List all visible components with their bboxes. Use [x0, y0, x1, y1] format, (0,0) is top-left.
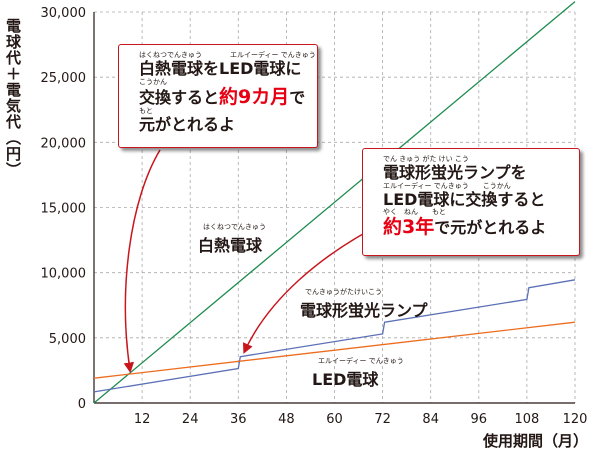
x-tick-label: 108: [514, 412, 539, 427]
callout-ruby: こうかん: [139, 77, 167, 86]
x-tick-label: 36: [230, 412, 247, 427]
tick-labels: 0 5,000 10,000 15,000 20,000 25,000 30,000 12 24…: [41, 6, 588, 427]
x-tick-label: 24: [182, 412, 199, 427]
series-label-ruby-cfl: でんきゅうがたけいこう: [305, 288, 382, 296]
y-tick-label: 20,000: [41, 136, 87, 151]
axes: [93, 12, 575, 404]
callout-arrows: [123, 149, 386, 373]
y-tick-label: 0: [78, 397, 86, 412]
callout-ruby: やく ねん もと: [383, 208, 446, 217]
callout-ruby: もと: [139, 107, 153, 116]
callout-highlight: 約3年: [383, 216, 435, 239]
callout-line: 電球形蛍光ランプを: [383, 163, 527, 182]
callout-ruby: エルイーディー でんきゅう こうかん: [383, 181, 511, 190]
series-label-ruby-led: エルイーディー でんきゅう: [318, 357, 404, 365]
callout-led-cfl: でん きゅう がた けい こう 電球形蛍光ランプを エルイーディー でんきゅう …: [362, 148, 580, 256]
x-tick-label: 72: [374, 412, 391, 427]
y-tick-label: 25,000: [41, 71, 87, 86]
x-tick-label: 60: [326, 412, 343, 427]
callout-line: 元がとれるよ: [139, 115, 236, 135]
x-axis-label: 使用期間（月）: [482, 432, 588, 450]
callout-line: 交換すると約9カ月で: [139, 85, 306, 108]
callout-arrow: [243, 221, 386, 354]
x-tick-label: 120: [563, 412, 588, 427]
x-tick-label: 84: [422, 412, 439, 427]
callout-ruby: はくねつでんきゅう エルイーディー でんきゅう: [139, 51, 316, 59]
x-tick-label: 48: [278, 412, 295, 427]
y-tick-label: 30,000: [41, 6, 87, 21]
callout-led-incandescent: はくねつでんきゅう エルイーディー でんきゅう 白熱電球をLED電球に こうかん…: [118, 44, 318, 148]
x-tick-label: 96: [471, 412, 488, 427]
callout-line: LED電球に交換すると: [383, 189, 546, 209]
series-label-ruby-incandescent: はくねつでんきゅう: [203, 223, 266, 231]
series-label-led: LED電球: [312, 370, 379, 389]
callout-ruby: でん きゅう がた けい こう: [383, 155, 469, 163]
y-tick-label: 10,000: [41, 267, 87, 282]
callout-arrow: [123, 149, 161, 373]
series-line: [93, 1, 576, 404]
y-axis-label: 電球代＋電気代（円）: [4, 18, 22, 178]
callout-highlight: 約9カ月: [219, 85, 290, 108]
y-tick-label: 5,000: [49, 332, 86, 347]
callout-line: 約3年で元がとれるよ: [383, 216, 547, 239]
callout-line: 白熱電球をLED電球に: [139, 59, 302, 78]
series-label-incandescent: 白熱電球: [198, 236, 263, 255]
series-label-cfl: 電球形蛍光ランプ: [300, 301, 428, 320]
y-tick-label: 15,000: [41, 202, 87, 217]
series-lines: [93, 1, 576, 404]
x-tick-label: 12: [134, 412, 151, 427]
series-line: [93, 279, 576, 393]
series-line: [93, 321, 576, 379]
